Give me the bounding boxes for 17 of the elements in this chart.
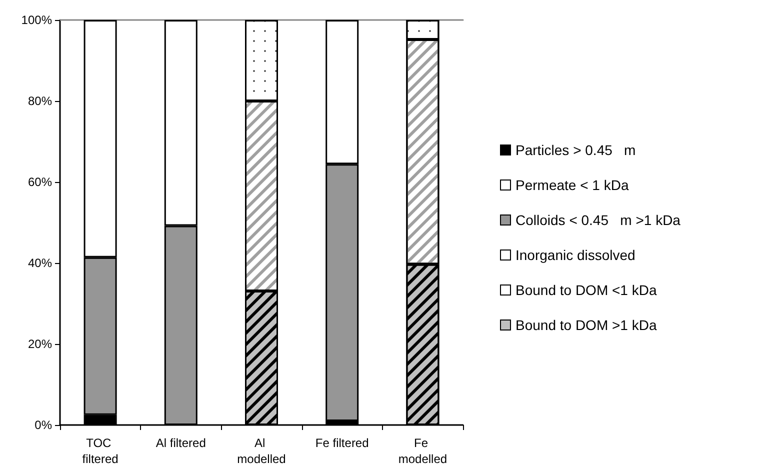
y-tick-label: 0% [34, 418, 52, 432]
y-tick-label: 60% [28, 175, 52, 189]
y-tick-label: 20% [28, 337, 52, 351]
legend-label: Bound to DOM <1 kDa [516, 282, 657, 298]
x-tick-label: Fe filtered [315, 436, 369, 450]
x-tick-label: Al filtered [156, 436, 206, 450]
legend-label: Colloids < 0.45 m >1 kDa [516, 212, 681, 228]
x-tick-label: Fe modelled [398, 436, 448, 466]
y-tick-label: 40% [28, 256, 52, 270]
legend-label: Inorganic dissolved [516, 247, 636, 263]
x-tick-label: TOC filtered [82, 436, 118, 466]
legend-label: Permeate < 1 kDa [516, 177, 629, 193]
legend-label: Bound to DOM >1 kDa [516, 317, 657, 333]
x-tick-label: Al modelled [237, 436, 286, 466]
y-tick-label: 100% [21, 13, 52, 27]
legend-label: Particles > 0.45 m [516, 142, 636, 158]
y-tick-label: 80% [28, 94, 52, 108]
